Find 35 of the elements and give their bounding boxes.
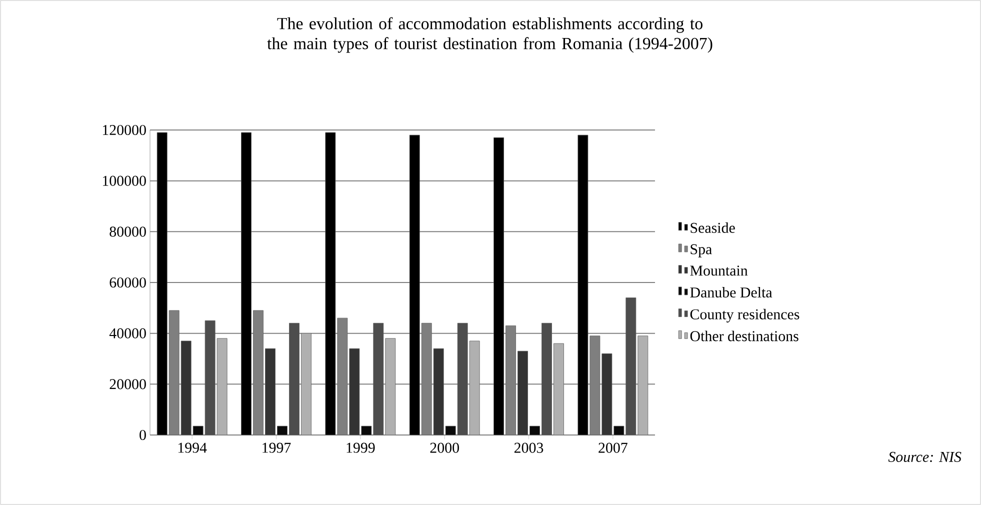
bar <box>301 333 312 435</box>
bar <box>241 132 252 435</box>
legend-label: Seaside <box>690 222 735 233</box>
bar <box>494 137 504 435</box>
y-tick-label: 60000 <box>110 277 146 288</box>
bar <box>518 350 528 435</box>
legend-label: Spa <box>690 244 712 258</box>
chart-title: The evolution of accommodation establishments according to the main types of tourist destination from Romania (1994-2007) <box>267 17 712 53</box>
legend-label: County residences <box>690 308 800 322</box>
bar <box>554 343 564 435</box>
bar <box>265 348 276 435</box>
bar <box>180 340 192 435</box>
legend-label: Danube Delta <box>690 287 772 298</box>
x-tick-label: 2003 <box>514 442 544 453</box>
y-tick-label: 40000 <box>109 328 146 338</box>
x-tick-label: 1997 <box>262 442 291 453</box>
legend-label: Mountain <box>690 266 748 276</box>
bar <box>433 348 444 435</box>
bar <box>385 338 396 435</box>
bar <box>157 132 168 435</box>
y-tick-label: 100000 <box>102 176 146 186</box>
x-tick-label: 1994 <box>178 442 207 453</box>
y-tick-label: 0 <box>140 430 146 440</box>
bar <box>325 132 336 435</box>
x-tick-label: 1999 <box>346 442 375 453</box>
bar <box>578 134 588 435</box>
y-tick-label: 20000 <box>110 379 146 390</box>
x-tick-label: 2000 <box>430 442 459 453</box>
x-tick-label: 2007 <box>598 442 628 453</box>
legend-label: Other destinations <box>690 330 798 342</box>
bar <box>638 336 648 435</box>
y-tick-label: 120000 <box>102 124 146 136</box>
y-tick-label: 80000 <box>110 226 146 237</box>
text: Source: NIS <box>888 452 962 462</box>
bar <box>409 134 420 435</box>
